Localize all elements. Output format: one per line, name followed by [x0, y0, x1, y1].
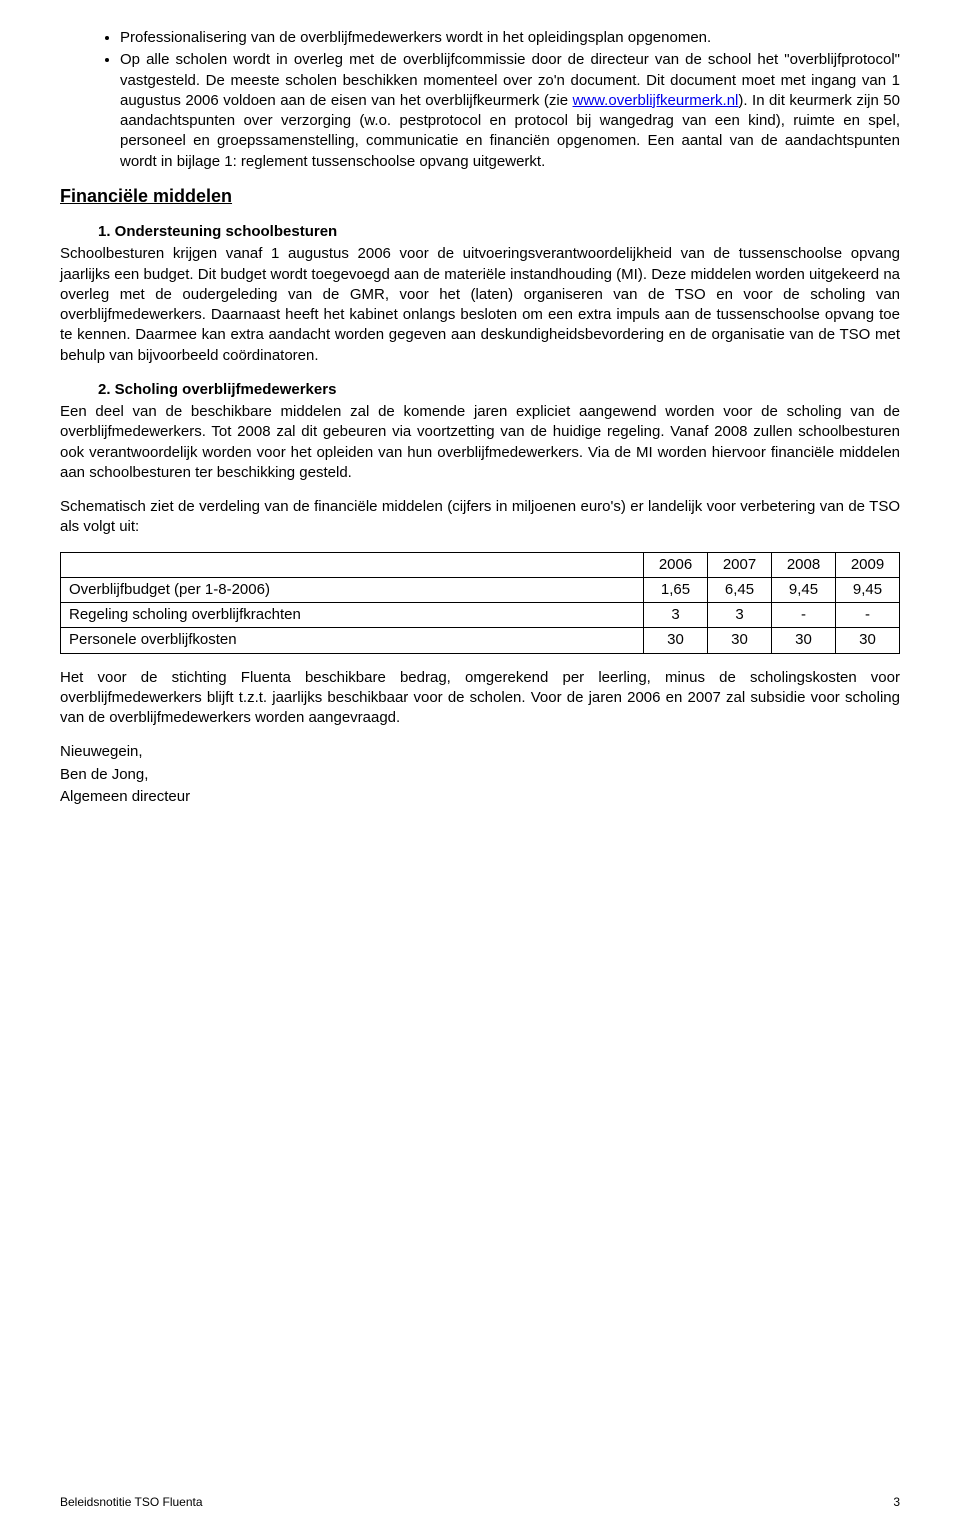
signoff-place: Nieuwegein,	[60, 742, 900, 762]
document-page: Professionalisering van de overblijfmede…	[0, 0, 960, 1538]
signoff-block: Nieuwegein, Ben de Jong, Algemeen direct…	[60, 742, 900, 807]
section-heading-financiele-middelen: Financiële middelen	[60, 184, 900, 208]
footer-title: Beleidsnotitie TSO Fluenta	[60, 1494, 203, 1510]
paragraph-table-intro: Schematisch ziet de verdeling van de fin…	[60, 497, 900, 538]
table-cell: -	[772, 603, 836, 628]
table-row: Regeling scholing overblijfkrachten 3 3 …	[61, 603, 900, 628]
overblijfkeurmerk-link[interactable]: www.overblijfkeurmerk.nl	[573, 92, 739, 109]
table-cell: 6,45	[708, 577, 772, 602]
table-cell: -	[836, 603, 900, 628]
table-header-year: 2009	[836, 552, 900, 577]
signoff-name: Ben de Jong,	[60, 765, 900, 785]
table-header-empty	[61, 552, 644, 577]
footer-page-number: 3	[893, 1494, 900, 1510]
financial-table: 2006 2007 2008 2009 Overblijfbudget (per…	[60, 552, 900, 654]
page-footer: Beleidsnotitie TSO Fluenta 3	[60, 1494, 900, 1510]
paragraph-scholing: Een deel van de beschikbare middelen zal…	[60, 402, 900, 483]
table-cell: 3	[708, 603, 772, 628]
table-row-label: Personele overblijfkosten	[61, 628, 644, 653]
table-cell: 1,65	[644, 577, 708, 602]
bullet-list: Professionalisering van de overblijfmede…	[60, 28, 900, 172]
bullet-text: Professionalisering van de overblijfmede…	[120, 29, 711, 46]
table-row: Personele overblijfkosten 30 30 30 30	[61, 628, 900, 653]
table-cell: 9,45	[836, 577, 900, 602]
table-cell: 30	[708, 628, 772, 653]
table-cell: 30	[644, 628, 708, 653]
table-header-year: 2007	[708, 552, 772, 577]
numbered-heading-2: 2. Scholing overblijfmedewerkers	[60, 380, 900, 400]
table-row-label: Overblijfbudget (per 1-8-2006)	[61, 577, 644, 602]
table-header-year: 2008	[772, 552, 836, 577]
bullet-item-2: Op alle scholen wordt in overleg met de …	[120, 50, 900, 172]
paragraph-ondersteuning: Schoolbesturen krijgen vanaf 1 augustus …	[60, 244, 900, 366]
table-cell: 30	[772, 628, 836, 653]
table-header-year: 2006	[644, 552, 708, 577]
table-row: Overblijfbudget (per 1-8-2006) 1,65 6,45…	[61, 577, 900, 602]
table-row-label: Regeling scholing overblijfkrachten	[61, 603, 644, 628]
bullet-item-1: Professionalisering van de overblijfmede…	[120, 28, 900, 48]
table-cell: 9,45	[772, 577, 836, 602]
table-cell: 30	[836, 628, 900, 653]
paragraph-closing: Het voor de stichting Fluenta beschikbar…	[60, 668, 900, 729]
signoff-role: Algemeen directeur	[60, 787, 900, 807]
table-cell: 3	[644, 603, 708, 628]
numbered-heading-1: 1. Ondersteuning schoolbesturen	[60, 222, 900, 242]
table-header-row: 2006 2007 2008 2009	[61, 552, 900, 577]
